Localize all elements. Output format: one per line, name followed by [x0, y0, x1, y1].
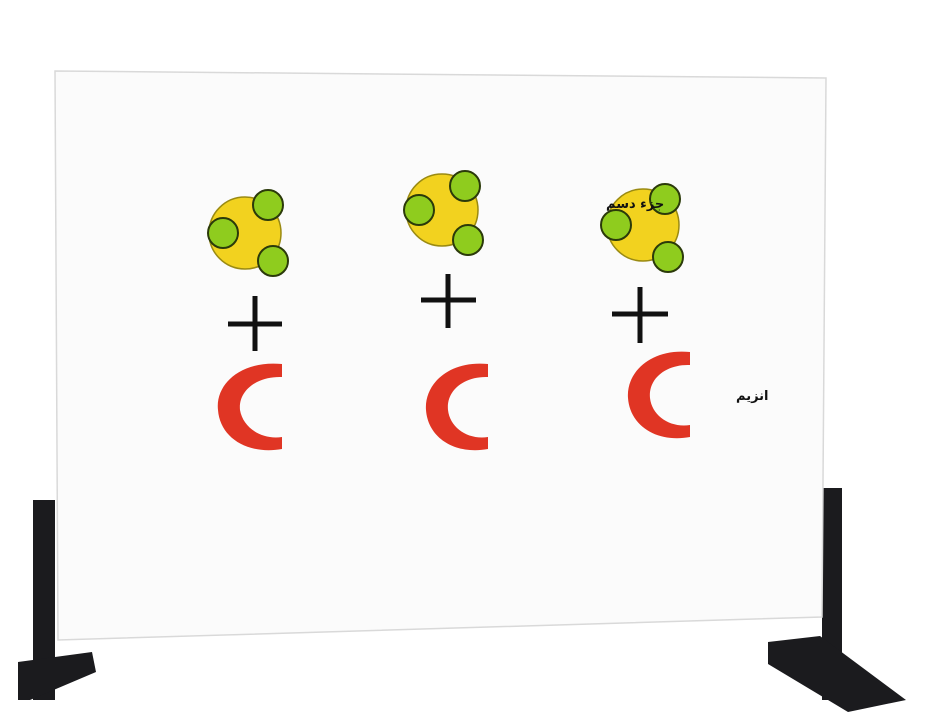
enzyme-crescent-icon	[627, 351, 690, 439]
left-leg	[33, 500, 55, 700]
enzyme-crescent-icon	[425, 363, 488, 451]
enzyme-crescent-icon	[217, 363, 282, 451]
substrate-molecule-icon	[403, 170, 484, 256]
plus-icon	[612, 287, 668, 343]
stand	[18, 488, 906, 712]
plus-icon	[228, 296, 282, 351]
left-foot	[18, 652, 96, 700]
whiteboard	[54, 70, 827, 641]
right-foot	[768, 636, 906, 712]
substrate-molecule-icon	[207, 189, 289, 277]
plus-icon	[421, 274, 476, 328]
enzyme-label: انزیم	[736, 389, 769, 404]
substrate-label: جزء دسم	[606, 197, 664, 212]
substrate-molecule-icon	[600, 183, 684, 273]
